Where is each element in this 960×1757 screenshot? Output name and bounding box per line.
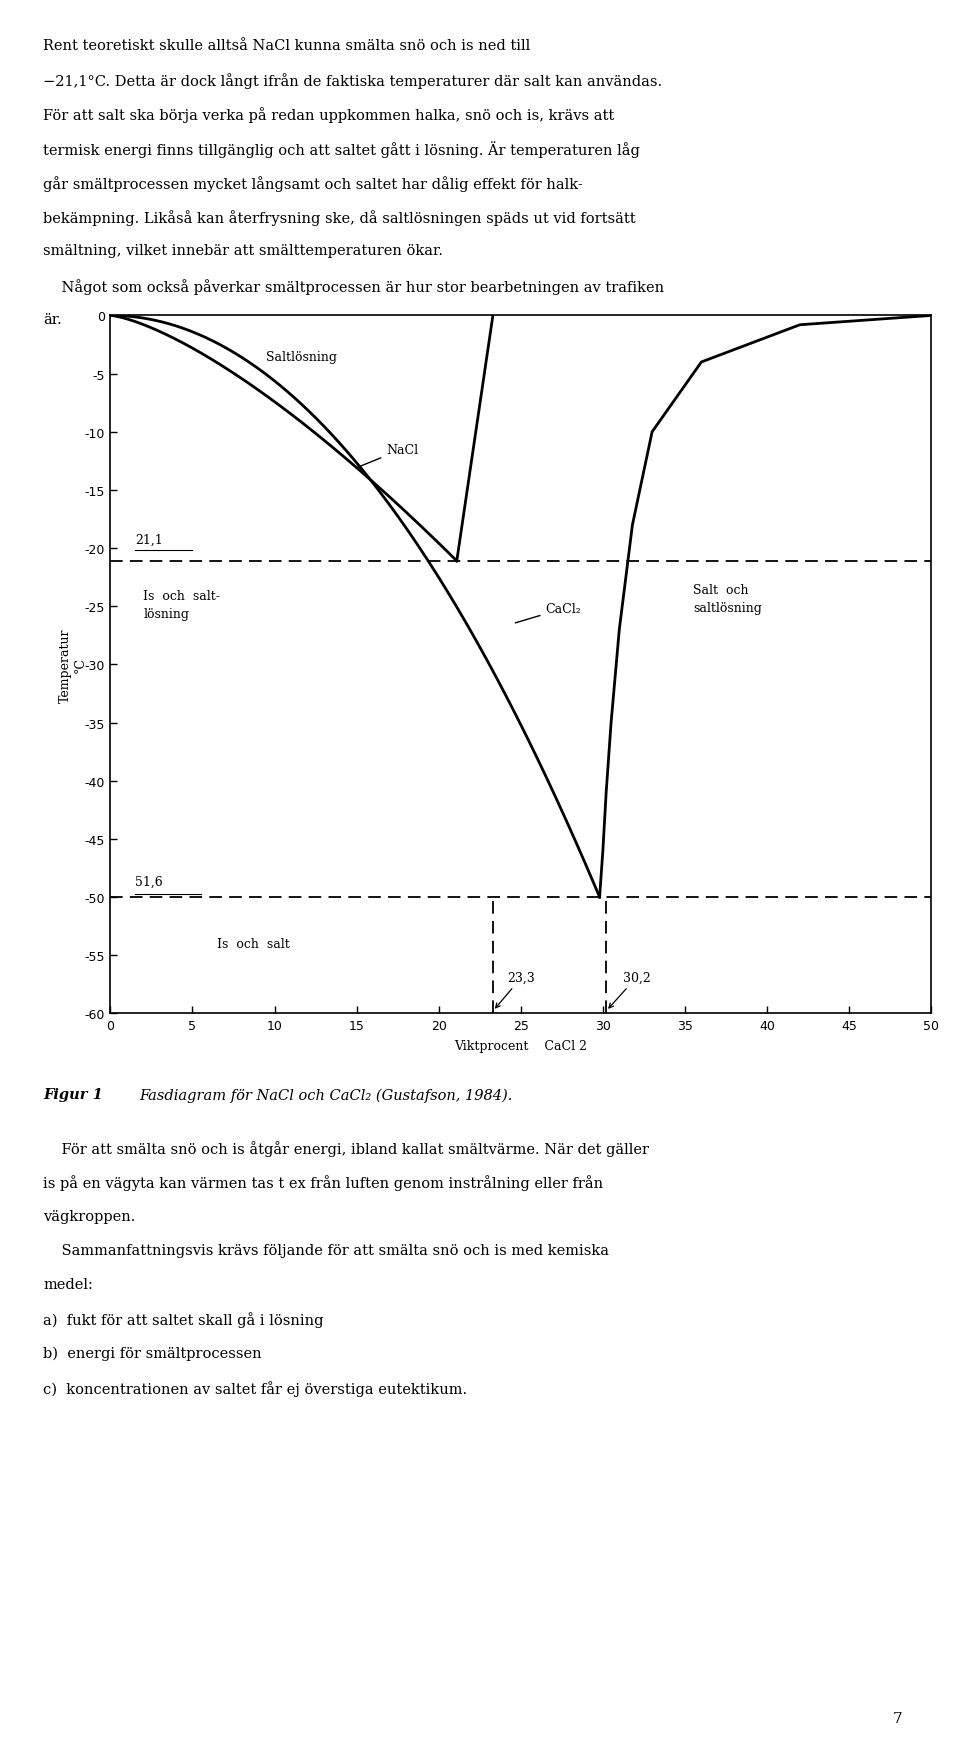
Text: Fasdiagram för NaCl och CaCl₂ (Gustafson, 1984).: Fasdiagram för NaCl och CaCl₂ (Gustafson… xyxy=(139,1088,513,1102)
Text: a)  fukt för att saltet skall gå i lösning: a) fukt för att saltet skall gå i lösnin… xyxy=(43,1311,324,1328)
Text: CaCl₂: CaCl₂ xyxy=(516,603,581,624)
Text: termisk energi finns tillgänglig och att saltet gått i lösning. Är temperaturen : termisk energi finns tillgänglig och att… xyxy=(43,141,640,158)
Text: Sammanfattningsvis krävs följande för att smälta snö och is med kemiska: Sammanfattningsvis krävs följande för at… xyxy=(43,1244,610,1256)
Text: Salt  och
saltlösning: Salt och saltlösning xyxy=(693,583,762,615)
Text: is på en vägyta kan värmen tas t ex från luften genom instrålning eller från: is på en vägyta kan värmen tas t ex från… xyxy=(43,1175,603,1191)
Text: Figur 1: Figur 1 xyxy=(43,1088,103,1102)
Y-axis label: Temperatur
°C: Temperatur °C xyxy=(60,627,87,703)
Text: 51,6: 51,6 xyxy=(135,875,163,889)
Text: Is  och  salt-
lösning: Is och salt- lösning xyxy=(143,589,220,620)
Text: 21,1: 21,1 xyxy=(135,534,163,546)
Text: 30,2: 30,2 xyxy=(609,972,650,1009)
Text: Något som också påverkar smältprocessen är hur stor bearbetningen av trafiken: Något som också påverkar smältprocessen … xyxy=(43,278,664,295)
Text: För att salt ska börja verka på redan uppkommen halka, snö och is, krävs att: För att salt ska börja verka på redan up… xyxy=(43,107,614,123)
X-axis label: Viktprocent    CaCl 2: Viktprocent CaCl 2 xyxy=(454,1040,588,1052)
Text: går smältprocessen mycket långsamt och saltet har dålig effekt för halk-: går smältprocessen mycket långsamt och s… xyxy=(43,176,583,192)
Text: är.: är. xyxy=(43,313,62,327)
Text: vägkroppen.: vägkroppen. xyxy=(43,1209,135,1223)
Text: smältning, vilket innebär att smälttemperaturen ökar.: smältning, vilket innebär att smälttempe… xyxy=(43,244,444,258)
Text: Is  och  salt: Is och salt xyxy=(217,938,290,951)
Text: 7: 7 xyxy=(893,1711,902,1725)
Text: NaCl: NaCl xyxy=(356,443,419,469)
Text: Rent teoretiskt skulle alltså NaCl kunna smälta snö och is ned till: Rent teoretiskt skulle alltså NaCl kunna… xyxy=(43,39,531,53)
Text: c)  koncentrationen av saltet får ej överstiga eutektikum.: c) koncentrationen av saltet får ej över… xyxy=(43,1381,468,1397)
Text: 23,3: 23,3 xyxy=(495,972,536,1009)
Text: b)  energi för smältprocessen: b) energi för smältprocessen xyxy=(43,1346,262,1360)
Text: Saltlösning: Saltlösning xyxy=(266,350,337,364)
Text: bekämpning. Likåså kan återfrysning ske, då saltlösningen späds ut vid fortsätt: bekämpning. Likåså kan återfrysning ske,… xyxy=(43,209,636,227)
Text: För att smälta snö och is åtgår energi, ibland kallat smältvärme. När det gäller: För att smälta snö och is åtgår energi, … xyxy=(43,1140,649,1156)
Text: medel:: medel: xyxy=(43,1277,93,1291)
Text: −21,1°C. Detta är dock långt ifrån de faktiska temperaturer där salt kan använda: −21,1°C. Detta är dock långt ifrån de fa… xyxy=(43,72,662,90)
